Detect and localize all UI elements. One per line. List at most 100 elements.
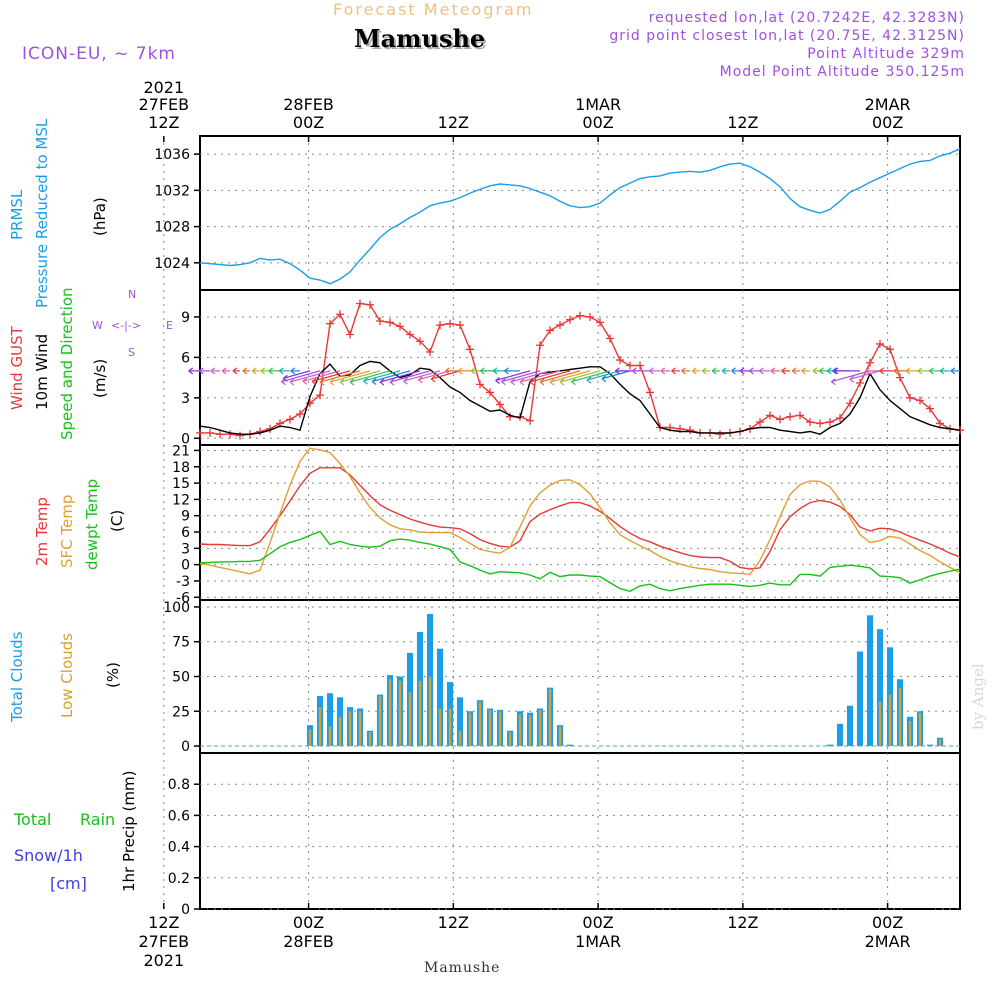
gust-marker	[346, 330, 354, 339]
wind-dir-head	[329, 378, 335, 386]
gust-marker	[586, 312, 594, 321]
ytick-label-temp: 12	[172, 492, 190, 508]
wind-dir-head	[379, 378, 385, 386]
wind-dir-arrow	[283, 370, 311, 379]
wind-dir-arrow	[431, 370, 461, 380]
wind-dir-arrow	[289, 370, 331, 383]
wind-dir-head	[268, 367, 274, 375]
wind-dir-head	[905, 367, 911, 375]
signature: by Angel	[969, 663, 987, 730]
top-axis-date: 2MAR	[865, 95, 911, 114]
wind-dir-head	[917, 367, 923, 375]
wind-dir-arrow	[586, 370, 621, 381]
gust-marker	[366, 300, 374, 309]
wind-dir-head	[371, 378, 377, 385]
gust-marker	[796, 411, 804, 420]
gust-marker	[486, 388, 494, 397]
bottom-axis-date: 1MAR	[575, 932, 621, 951]
wind-dir-head	[389, 378, 395, 386]
wind-dir-arrow	[311, 370, 351, 383]
gust-marker	[916, 396, 924, 405]
bar-total-cloud	[926, 744, 934, 747]
series-wind-wind-gust	[200, 302, 961, 437]
location-title: Mamushe	[354, 24, 486, 53]
gust-marker	[716, 430, 724, 439]
wind-dir-head	[893, 367, 899, 375]
gust-marker	[606, 334, 614, 343]
wind-dir-arrow	[379, 370, 421, 383]
ytick-label-precip: 0.4	[168, 840, 190, 856]
ytick-label-wind: 6	[181, 350, 190, 366]
wind-dir-head	[781, 367, 786, 375]
wind-dir-head	[221, 367, 227, 375]
gust-marker	[536, 341, 544, 350]
bar-low-cloud	[338, 716, 342, 747]
compass-w: W	[92, 319, 103, 332]
compass-s: S	[128, 346, 135, 359]
wind-dir-head	[260, 367, 266, 375]
bottom-axis-date: 27FEB	[138, 932, 189, 951]
gust-marker	[456, 321, 464, 330]
compass-arrows: <-|->	[111, 319, 142, 332]
wind-dir-head	[831, 378, 836, 386]
ytick-label-pressure: 1028	[154, 220, 190, 236]
ytick-label-temp: 6	[181, 525, 190, 541]
bar-low-cloud	[398, 680, 402, 747]
wind-dir-arrow	[349, 370, 391, 383]
gust-marker	[336, 310, 344, 319]
wind-dir-head	[770, 367, 776, 375]
ytick-label-cloud: 0	[181, 739, 190, 755]
top-axis-hour: 12Z	[727, 113, 758, 132]
wind-dir-head	[681, 367, 686, 375]
wind-dir-head	[457, 367, 463, 375]
gust-marker	[836, 414, 844, 423]
gust-marker	[466, 345, 474, 354]
wind-dir-head	[519, 378, 525, 386]
meteogram-title: Forecast Meteogram	[333, 0, 534, 19]
bar-low-cloud	[528, 715, 532, 747]
ytick-label-temp: 9	[181, 509, 190, 525]
panel-frame-temp	[199, 444, 961, 601]
wind-dir-head	[711, 367, 717, 375]
wind-dir-head	[833, 367, 839, 375]
bar-low-cloud	[468, 712, 472, 747]
gust-marker	[756, 418, 764, 427]
wind-dir-head	[929, 367, 934, 375]
wind-dir-head	[199, 367, 204, 375]
wind-dir-head	[289, 378, 295, 386]
bottom-axis-hour: 12Z	[438, 913, 469, 932]
wind-dir-head	[349, 378, 355, 386]
wind-dir-head	[282, 374, 288, 382]
requested-coords: requested lon,lat (20.7242E, 42.3283N)	[648, 10, 965, 26]
gust-marker	[326, 319, 334, 328]
wind-dir-arrow	[539, 370, 581, 383]
wind-dir-arrow	[281, 370, 321, 383]
bar-low-cloud	[548, 689, 552, 747]
bar-low-cloud	[488, 709, 492, 747]
bar-low-cloud	[508, 732, 512, 747]
footer-location: Mamushe	[424, 960, 501, 976]
ytick-label-pressure: 1036	[154, 147, 190, 163]
gust-marker	[866, 358, 874, 367]
wind-dir-head	[879, 367, 884, 375]
bottom-axis-hour: 12Z	[727, 913, 758, 932]
wind-dir-head	[311, 378, 317, 385]
top-axis-hour: 12Z	[438, 113, 469, 132]
wind-dir-head	[950, 367, 956, 375]
bar-low-cloud	[428, 676, 432, 747]
wind-dir-head	[251, 367, 257, 375]
ytick-label-temp: 0	[181, 558, 190, 574]
top-axis-date: 27FEB	[138, 95, 189, 114]
gust-marker	[286, 415, 294, 424]
panel-frame-precip	[199, 752, 961, 910]
gust-marker	[496, 400, 504, 409]
point-altitude: Point Altitude 329m	[807, 46, 965, 62]
wind-dir-arrow	[339, 370, 381, 383]
wind-dir-head	[188, 367, 194, 375]
gust-marker	[566, 315, 574, 324]
bottom-axis-hour: 00Z	[293, 913, 324, 932]
compass-e: E	[166, 319, 173, 332]
ytick-label-temp: 21	[172, 443, 190, 459]
gust-marker	[626, 361, 634, 370]
wind-dir-head	[470, 367, 476, 375]
